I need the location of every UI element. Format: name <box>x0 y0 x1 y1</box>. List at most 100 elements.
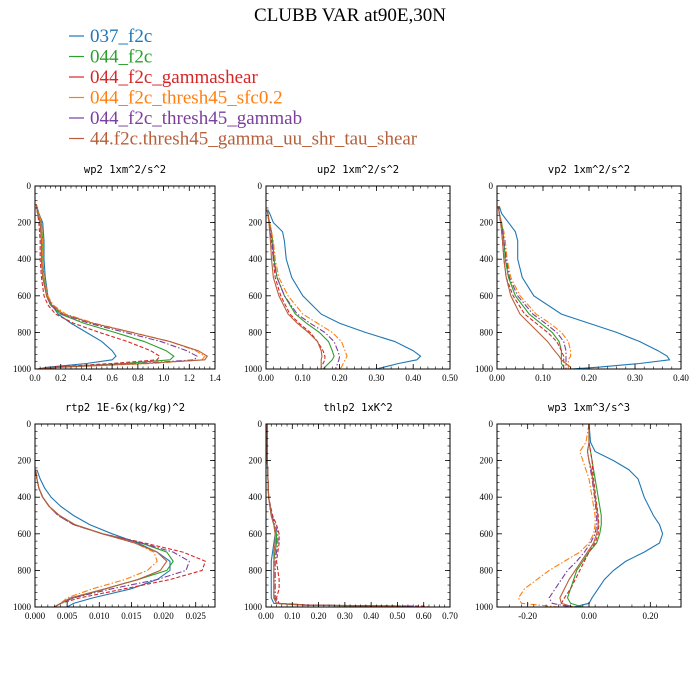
plot-frame <box>496 185 682 370</box>
legend-entry: 044_f2c_thresh45_sfc0.2 <box>90 88 283 109</box>
y-tick-label: 200 <box>18 456 32 466</box>
y-tick-label: 200 <box>480 456 494 466</box>
y-tick-label: 600 <box>18 529 32 539</box>
series-line <box>35 469 168 607</box>
series-line <box>266 209 348 369</box>
series-line <box>266 424 411 607</box>
x-tick-label: 0.005 <box>57 611 78 621</box>
panel-title: wp2 1xm^2/s^2 <box>84 164 166 176</box>
y-tick-label: 400 <box>480 492 494 502</box>
x-tick-label: 1.0 <box>158 373 170 383</box>
y-tick-label: 1000 <box>244 602 263 612</box>
y-tick-label: 400 <box>480 254 494 264</box>
series-line <box>497 206 572 369</box>
plot-frame <box>34 185 216 370</box>
series-line <box>517 424 596 607</box>
y-tick-label: 600 <box>480 291 494 301</box>
series-line <box>35 204 175 369</box>
series-line <box>266 424 403 607</box>
x-tick-label: 1.4 <box>209 373 221 383</box>
y-tick-label: 0 <box>27 181 32 191</box>
y-tick-label: 200 <box>249 456 263 466</box>
y-tick-label: 1000 <box>13 602 32 612</box>
x-tick-label: 0.20 <box>642 611 658 621</box>
panel-3: vp2 1xm^2/s^2 0.00 0.10 0.20 0.30 0.40 1000 800… <box>475 164 689 383</box>
x-tick-label: 0.4 <box>81 373 93 383</box>
x-tick-label: 0.020 <box>153 611 174 621</box>
y-tick-label: 800 <box>480 327 494 337</box>
plot-frame <box>265 185 451 370</box>
x-tick-label: 0.015 <box>121 611 142 621</box>
legend-entry: 037_f2c <box>90 26 152 47</box>
series-line <box>573 424 664 607</box>
y-tick-label: 0 <box>27 419 32 429</box>
x-tick-label: 0.025 <box>186 611 207 621</box>
y-tick-label: 0 <box>258 419 263 429</box>
x-tick-label: 0.20 <box>311 611 327 621</box>
y-tick-label: 200 <box>480 218 494 228</box>
x-tick-label: 0.00 <box>581 611 597 621</box>
panel-4: rtp2 1E-6x(kg/kg)^2 0.000 0.005 0.010 0.015 0… <box>13 402 216 621</box>
x-tick-label: 0.0 <box>29 373 41 383</box>
x-tick-label: 0.30 <box>337 611 353 621</box>
y-tick-label: 600 <box>249 291 263 301</box>
y-tick-label: 800 <box>18 565 32 575</box>
series-line <box>266 424 419 607</box>
y-tick-label: 800 <box>18 327 32 337</box>
series-line <box>35 204 161 369</box>
y-tick-label: 0 <box>258 181 263 191</box>
x-tick-label: 0.50 <box>390 611 406 621</box>
y-tick-label: 1000 <box>475 364 494 374</box>
panel-title: rtp2 1E-6x(kg/kg)^2 <box>65 402 185 414</box>
x-tick-label: 0.10 <box>295 373 311 383</box>
plot-frame <box>34 423 216 608</box>
figure-title: CLUBB VAR at90E,30N <box>254 5 446 26</box>
series-line <box>548 424 598 607</box>
series-line <box>35 469 174 607</box>
plot-frame <box>265 423 451 608</box>
x-tick-label: 0.20 <box>581 373 597 383</box>
y-tick-label: 800 <box>249 327 263 337</box>
series-line <box>266 209 341 369</box>
y-tick-label: 1000 <box>13 364 32 374</box>
y-tick-label: 400 <box>18 492 32 502</box>
y-tick-label: 400 <box>249 254 263 264</box>
x-tick-label: 0.70 <box>442 611 458 621</box>
x-tick-label: 0.30 <box>627 373 643 383</box>
x-tick-label: 0.40 <box>673 373 689 383</box>
series-line <box>497 206 572 369</box>
series-line <box>266 424 398 607</box>
x-tick-label: 0.000 <box>25 611 46 621</box>
series-line <box>35 204 209 369</box>
x-tick-label: 0.40 <box>405 373 421 383</box>
x-tick-label: 0.20 <box>332 373 348 383</box>
series-line <box>266 209 326 369</box>
y-tick-label: 200 <box>249 218 263 228</box>
y-tick-label: 600 <box>249 529 263 539</box>
x-tick-label: 0.50 <box>442 373 458 383</box>
y-tick-label: 600 <box>480 529 494 539</box>
legend-entry: 044_f2c_thresh45_gammab <box>90 108 302 129</box>
x-tick-label: 1.2 <box>184 373 195 383</box>
y-tick-label: 400 <box>18 254 32 264</box>
x-tick-label: -0.20 <box>518 611 537 621</box>
x-tick-label: 0.00 <box>258 611 274 621</box>
legend-entry: 044_f2c <box>90 47 152 68</box>
panels: wp2 1xm^2/s^2 0.0 0.2 0.4 0.6 0.8 1.0 1.2 1.4 100… <box>13 164 689 621</box>
x-tick-label: 0.30 <box>369 373 385 383</box>
x-tick-label: 0.10 <box>535 373 551 383</box>
series-line <box>35 204 198 369</box>
x-tick-label: 0.60 <box>416 611 432 621</box>
panel-title: vp2 1xm^2/s^2 <box>548 164 630 176</box>
panel-title: up2 1xm^2/s^2 <box>317 164 399 176</box>
series-line <box>36 469 171 607</box>
series-line <box>267 209 422 369</box>
x-tick-label: 0.010 <box>89 611 110 621</box>
series-line <box>266 424 430 607</box>
series-line <box>266 424 398 607</box>
legend: 037_f2c044_f2c044_f2c_gammashear044_f2c_… <box>69 26 418 150</box>
x-tick-label: 0.2 <box>55 373 66 383</box>
y-tick-label: 0 <box>489 181 494 191</box>
y-tick-label: 0 <box>489 419 494 429</box>
